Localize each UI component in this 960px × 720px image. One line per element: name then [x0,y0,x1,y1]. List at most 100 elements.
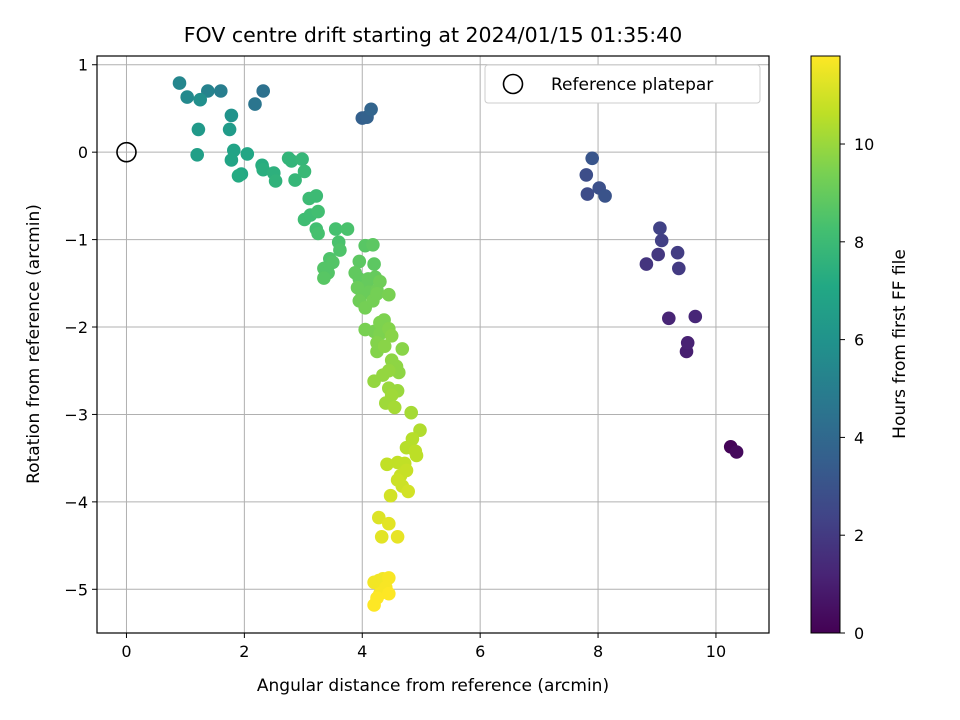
data-point [214,84,228,98]
data-point [240,147,255,161]
data-point [317,271,331,285]
data-point [224,153,239,167]
data-point [409,448,424,463]
data-point [390,530,405,544]
colorbar-ticks: 0 2 4 6 8 10 [840,135,874,643]
data-point [191,122,206,137]
y-tick-label: −1 [64,231,88,250]
data-point [688,309,703,324]
x-tick-label: 2 [239,642,249,661]
data-point [224,108,239,123]
data-point [284,154,299,168]
data-point [352,254,367,269]
y-tick-label: 1 [78,56,88,75]
data-point [180,90,194,104]
x-tick-label: 0 [121,642,131,661]
colorbar-tick-label: 0 [854,624,864,643]
data-point [653,221,667,235]
y-tick-label: 0 [78,143,88,162]
x-tick-label: 8 [593,642,603,661]
data-point [404,405,419,420]
plot-area: 0 2 4 6 8 10 −5 −4 −3 −2 −1 0 1 [64,55,770,661]
data-point [256,162,271,177]
data-point [395,342,410,356]
data-point [370,287,384,301]
data-point [311,204,325,219]
data-point [367,374,381,389]
x-tick-label: 6 [475,642,485,661]
data-point [256,84,271,98]
data-point [382,516,396,531]
data-point [680,336,695,350]
data-point [190,148,204,162]
colorbar-tick-label: 6 [854,331,864,350]
plot-frame [96,55,770,634]
data-point [383,488,398,503]
data-point [268,174,283,188]
x-tick-label: 4 [357,642,367,661]
x-tick-label: 10 [706,642,726,661]
data-point [328,222,343,236]
data-point [297,164,312,179]
data-point [311,226,325,241]
colorbar-tick-label: 2 [854,526,864,545]
colorbar-gradient [810,55,841,634]
legend-reference-marker-icon [502,73,524,95]
colorbar: 0 2 4 6 8 10 Hours from first FF file [810,55,910,643]
data-point [382,287,396,302]
plot-background [97,56,769,633]
data-point [295,152,309,166]
data-point [580,187,595,201]
data-point [333,243,347,257]
data-point [367,598,381,612]
scatter-points [172,76,744,612]
colorbar-tick-label: 4 [854,428,864,447]
data-point [367,257,381,271]
legend-box [484,64,761,104]
data-point [374,530,389,544]
data-point [585,151,599,166]
y-axis-label: Rotation from reference (arcmin) [24,204,44,484]
data-point [670,245,685,260]
data-point [672,261,686,276]
data-point [372,510,386,525]
data-point [340,222,355,236]
data-point [598,189,612,203]
data-point [654,233,669,248]
data-point [222,122,237,137]
reference-platepar-marker [116,141,137,163]
data-point [377,339,392,354]
colorbar-tick-label: 10 [854,135,874,154]
y-tick-label: −4 [64,493,88,512]
data-point [193,92,207,107]
legend-label: Reference platepar [551,75,713,95]
y-axis-ticks: −5 −4 −3 −2 −1 0 1 [64,56,97,599]
colorbar-label: Hours from first FF file [890,249,910,439]
data-point [366,238,380,252]
legend: Reference platepar [484,64,761,104]
data-point [248,97,262,111]
data-point [302,191,317,206]
data-point [231,169,246,183]
data-point [387,400,402,415]
x-axis-ticks: 0 2 4 6 8 10 [121,633,726,661]
data-point [382,586,396,601]
data-point [364,102,378,117]
data-point [401,484,416,499]
x-axis-label: Angular distance from reference (arcmin) [257,676,609,696]
y-tick-label: −2 [64,318,88,337]
data-point [288,173,302,187]
data-point [579,168,594,182]
y-tick-label: −5 [64,580,88,599]
data-point [380,457,394,472]
chart-title: FOV centre drift starting at 2024/01/15 … [184,23,683,47]
data-point [729,445,744,459]
data-point [639,257,654,271]
y-tick-label: −3 [64,405,88,424]
data-point [384,329,399,343]
data-point [172,76,187,90]
data-point [662,311,676,326]
colorbar-tick-label: 8 [854,233,864,252]
data-point [651,247,665,262]
